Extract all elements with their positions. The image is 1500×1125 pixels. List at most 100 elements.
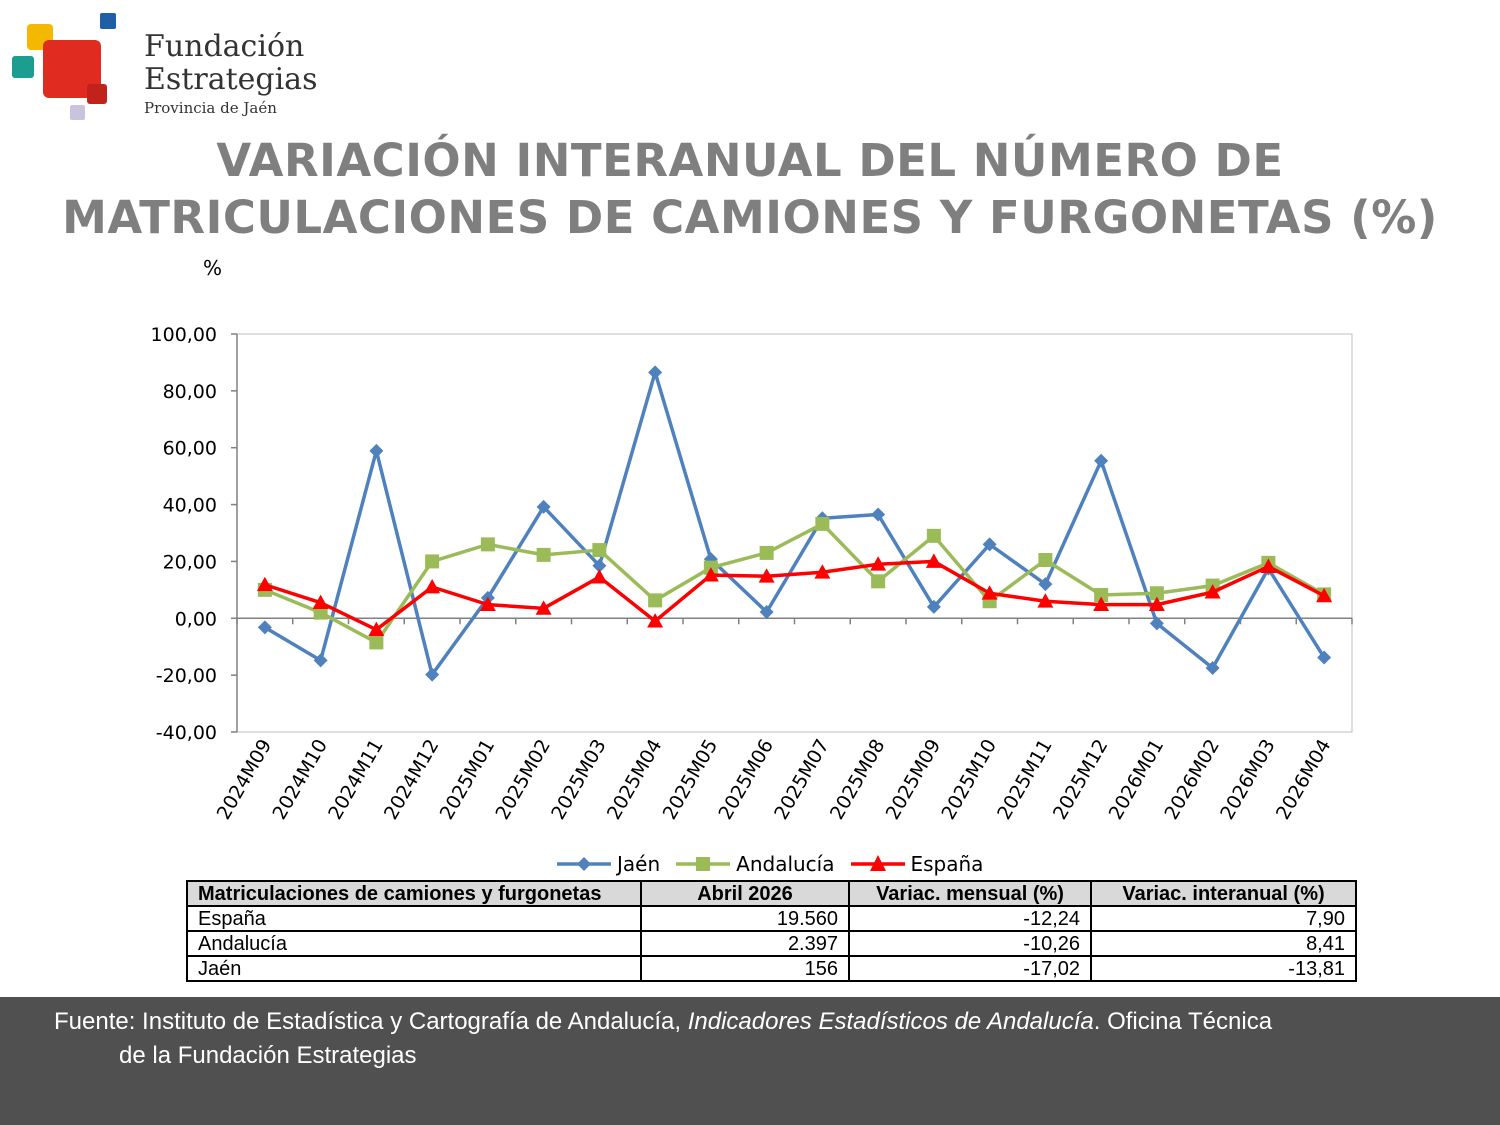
data-point-jaen (313, 653, 328, 668)
data-point-andalucia (815, 516, 830, 531)
data-point-jaen (759, 605, 774, 620)
y-tick-label: 0,00 (175, 608, 217, 630)
data-point-andalucia (369, 635, 384, 650)
y-tick-label: -20,00 (156, 665, 217, 687)
table-cell: 8,41 (1090, 930, 1357, 957)
logo-name-line1: Fundación (144, 29, 305, 64)
x-tick-label: 2026M03 (1216, 736, 1280, 824)
x-tick-label: 2025M10 (937, 736, 1001, 824)
data-point-espana (591, 569, 608, 584)
table-cell: -13,81 (1090, 955, 1357, 982)
y-tick-label: -40,00 (156, 722, 217, 744)
x-tick-label: 2026M02 (1160, 736, 1224, 824)
x-tick-label: 2026M04 (1272, 736, 1336, 824)
line-chart: 100,00 80,00 60,00 40,00 20,00 0,00 -20,00 -40,… (151, 324, 1353, 824)
x-tick-label: 2024M09 (213, 736, 277, 824)
table-cell: -17,02 (848, 955, 1092, 982)
data-point-andalucia (313, 605, 328, 620)
table-cell: 7,90 (1090, 905, 1357, 932)
x-tick-label: 2025M02 (491, 736, 555, 824)
series-line-andalucia (264, 522, 1325, 645)
y-tick-label: 80,00 (163, 381, 217, 403)
data-point-jaen (1317, 650, 1332, 665)
data-point-espana (368, 621, 385, 637)
table-row: Andalucía 2.397 -10,26 8,41 (186, 930, 1357, 957)
data-point-espana (870, 556, 887, 571)
page-title-line2: MATRICULACIONES DE CAMIONES Y FURGONETAS… (62, 191, 1438, 244)
data-point-espana (814, 564, 831, 579)
legend-item-jaen: Jaén (555, 852, 660, 876)
legend-label-andalucia: Andalucía (736, 852, 835, 876)
table-cell: -10,26 (848, 930, 1092, 957)
data-point-jaen (926, 599, 941, 614)
table-header-cell: Abril 2026 (640, 880, 850, 907)
data-point-espana (758, 568, 775, 583)
legend-label-jaen: Jaén (617, 852, 661, 876)
x-tick-label: 2025M06 (714, 736, 778, 824)
source-publication: Indicadores Estadísticos de Andalucía (687, 1008, 1094, 1035)
data-point-espana (1204, 584, 1221, 599)
data-point-espana (1037, 593, 1054, 608)
legend-item-andalucia: Andalucía (674, 852, 835, 876)
data-point-andalucia (926, 528, 941, 543)
data-point-jaen (1149, 616, 1164, 631)
summary-table: Matriculaciones de camiones y furgonetas… (186, 880, 1357, 982)
page-title-line1: VARIACIÓN INTERANUAL DEL NÚMERO DE (216, 134, 1284, 187)
x-tick-label: 2025M12 (1049, 736, 1113, 824)
legend-swatch-jaen (557, 857, 611, 871)
data-point-espana (1260, 558, 1277, 573)
table-cell: -12,24 (848, 905, 1092, 932)
data-point-espana (702, 567, 719, 582)
data-point-jaen (425, 667, 440, 682)
series-line-espana (264, 559, 1325, 632)
data-point-andalucia (1094, 587, 1109, 602)
x-tick-label: 2025M03 (547, 736, 611, 824)
x-tick-label: 2026M01 (1105, 736, 1169, 824)
table-row: Jaén 156 -17,02 -13,81 (186, 955, 1357, 982)
x-tick-label: 2024M12 (380, 736, 444, 824)
y-tick-label: 60,00 (163, 438, 217, 460)
x-tick-label: 2025M05 (659, 736, 723, 824)
chart-legend: Jaén Andalucía España (555, 850, 983, 878)
legend-swatch-andalucia (676, 857, 731, 871)
y-tick-label: 20,00 (163, 551, 217, 573)
legend-item-espana: España (849, 852, 984, 876)
table-cell: 19.560 (640, 905, 850, 932)
page-title: VARIACIÓN INTERANUAL DEL NÚMERO DE MATRI… (0, 132, 1500, 246)
data-point-espana (535, 600, 552, 615)
table-header-cell: Variac. mensual (%) (848, 880, 1092, 907)
data-point-andalucia (871, 574, 886, 589)
x-tick-label: 2024M11 (324, 736, 388, 824)
table-cell: España (186, 905, 642, 932)
data-point-espana (981, 585, 998, 600)
data-point-espana (424, 579, 441, 594)
logo-text: Fundación Estrategias Provincia de Jaén (144, 30, 317, 120)
data-point-espana (256, 576, 273, 592)
data-point-jaen (592, 558, 607, 573)
y-axis-unit-label: % (203, 256, 223, 280)
table-header-row: Matriculaciones de camiones y furgonetas… (186, 880, 1357, 907)
data-point-andalucia (1149, 586, 1164, 601)
data-point-jaen (1094, 453, 1109, 468)
data-point-andalucia (425, 554, 440, 569)
data-point-jaen (1038, 577, 1053, 592)
data-point-jaen (536, 499, 551, 514)
y-tick-label: 40,00 (163, 495, 217, 517)
data-point-jaen (369, 443, 384, 458)
data-point-jaen (982, 537, 997, 552)
x-tick-label: 2025M04 (603, 736, 667, 824)
table-header-cell: Matriculaciones de camiones y furgonetas (186, 880, 642, 907)
logo: Fundación Estrategias Provincia de Jaén (10, 10, 320, 125)
logo-name-line2: Estrategias (144, 62, 318, 97)
data-point-jaen (1205, 661, 1220, 676)
data-point-jaen (257, 620, 272, 635)
x-tick-label: 2025M08 (826, 736, 890, 824)
source-suffix: . Oficina Técnica (1093, 1008, 1273, 1035)
legend-swatch-espana (850, 855, 905, 871)
data-point-andalucia (759, 545, 774, 560)
series-line-jaen (263, 370, 1326, 677)
data-point-espana (1148, 596, 1165, 612)
data-point-espana (312, 594, 329, 610)
legend-label-espana: España (910, 852, 984, 876)
source-line2: de la Fundación Estrategias (119, 1042, 417, 1069)
